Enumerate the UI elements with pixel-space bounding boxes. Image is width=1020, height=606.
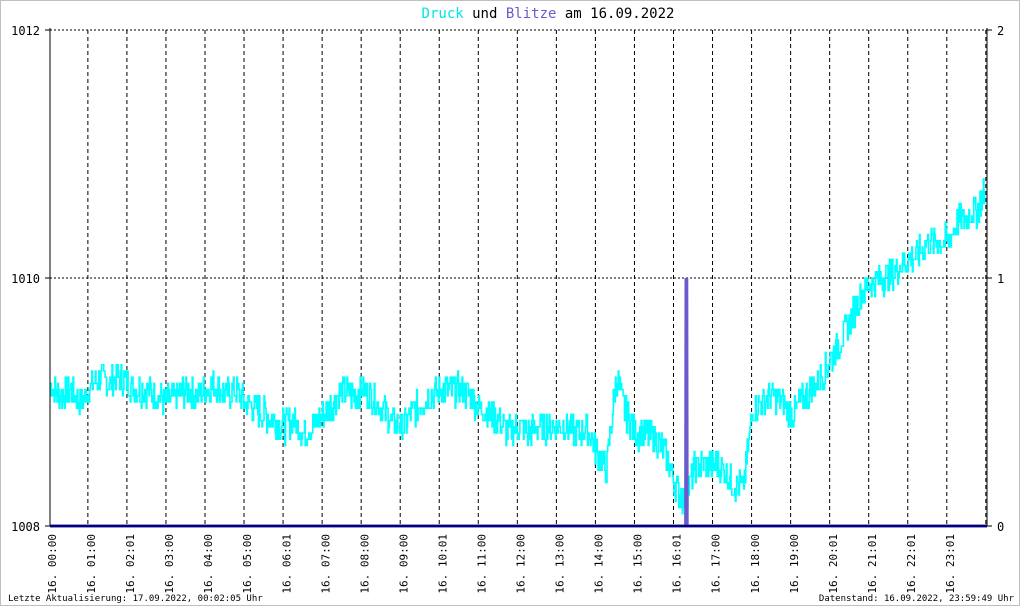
x-tick-label: 16. 19:00 (788, 534, 801, 594)
title-date: am 16.09.2022 (556, 6, 674, 22)
x-tick-label: 16. 02:01 (124, 534, 137, 594)
x-tick-label: 16. 13:00 (554, 534, 567, 594)
title-und: und (464, 6, 506, 22)
x-tick-label: 16. 10:01 (436, 534, 449, 594)
y-left-tick-label: 1012 (11, 24, 40, 38)
footer-last-update: Letzte Aktualisierung: 17.09.2022, 00:02… (8, 594, 263, 604)
x-tick-label: 16. 20:01 (827, 534, 840, 594)
x-tick-label: 16. 11:00 (475, 534, 488, 594)
x-tick-label: 16. 16:01 (671, 534, 684, 594)
x-tick-label: 16. 09:00 (397, 534, 410, 594)
x-tick-label: 16. 07:00 (319, 534, 332, 594)
x-tick-label: 16. 05:00 (241, 534, 254, 594)
axes (45, 28, 992, 528)
y-right-tick-label: 1 (997, 272, 1004, 286)
druck-series-line (50, 178, 986, 515)
chart-title: Druck und Blitze am 16.09.2022 (422, 6, 675, 22)
x-tick-label: 16. 08:00 (358, 534, 371, 594)
x-tick-label: 16. 22:01 (905, 534, 918, 594)
x-tick-label: 16. 01:00 (85, 534, 98, 594)
grid (50, 29, 987, 526)
footer-data-state: Datenstand: 16.09.2022, 23:59:49 Uhr (819, 594, 1015, 604)
x-tick-label: 16. 21:01 (866, 534, 879, 594)
x-tick-label: 16. 12:00 (515, 534, 528, 594)
x-tick-label: 16. 03:00 (163, 534, 176, 594)
y-left-tick-label: 1010 (11, 272, 40, 286)
x-tick-label: 16. 00:00 (46, 534, 59, 594)
x-tick-label: 16. 04:00 (202, 534, 215, 594)
x-tick-label: 16. 14:00 (593, 534, 606, 594)
x-tick-label: 16. 17:00 (710, 534, 723, 594)
y-left-tick-label: 1008 (11, 520, 40, 534)
y-right-tick-label: 2 (997, 24, 1004, 38)
x-tick-label: 16. 23:01 (944, 534, 957, 594)
x-tick-label: 16. 06:01 (280, 534, 293, 594)
title-blitze: Blitze (506, 6, 557, 22)
tick-labels: 16. 00:00 16. 01:00 16. 02:01 16. 03:00 16. … (11, 24, 1004, 594)
x-tick-label: 16. 15:00 (632, 534, 645, 594)
y-right-tick-label: 0 (997, 520, 1004, 534)
title-druck: Druck (422, 6, 465, 22)
x-tick-label: 16. 18:00 (749, 534, 762, 594)
